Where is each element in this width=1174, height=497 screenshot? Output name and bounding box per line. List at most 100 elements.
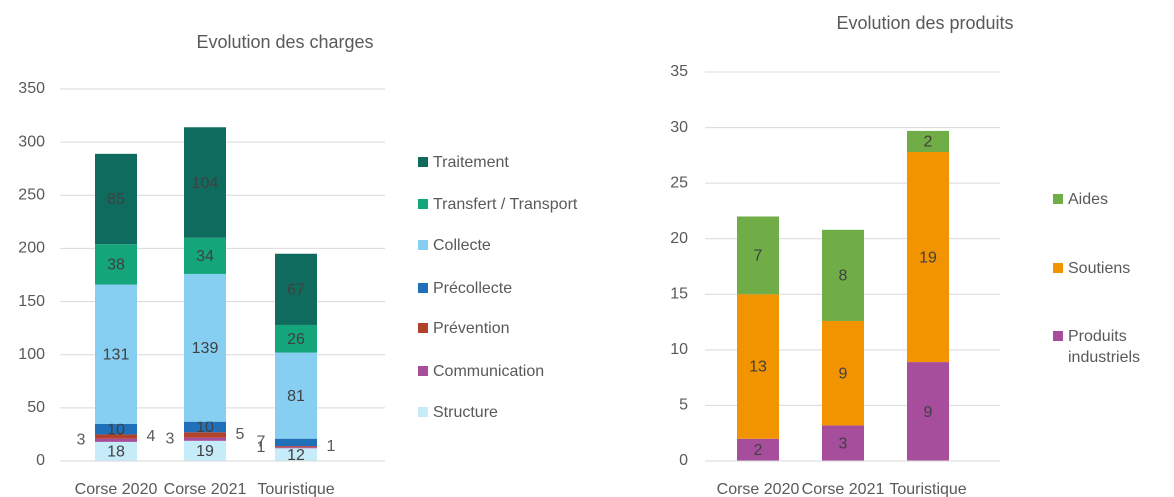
legend-item: Soutiens xyxy=(1053,258,1163,279)
bar-segment xyxy=(275,448,317,461)
bar-segment xyxy=(184,237,226,274)
bar-segment xyxy=(95,441,137,461)
legend-label: Traitement xyxy=(433,154,509,171)
legend-item: Traitement xyxy=(418,152,658,173)
y-tick-label: 35 xyxy=(670,63,688,80)
legend-item: Précollecte xyxy=(418,278,658,299)
bar-segment xyxy=(275,447,317,449)
bar-segment xyxy=(95,438,137,442)
y-tick-label: 0 xyxy=(679,452,688,469)
y-tick-label: 20 xyxy=(670,230,688,247)
legend-label: Produits industriels xyxy=(1068,328,1141,366)
bar-segment xyxy=(907,362,949,461)
bar-segment xyxy=(275,446,317,448)
legend-label: Aides xyxy=(1068,191,1109,208)
y-tick-label: 250 xyxy=(18,187,45,204)
legend-item: Transfert / Transport xyxy=(418,194,658,215)
data-label: 19 xyxy=(919,249,937,266)
legend-swatch xyxy=(418,283,428,293)
bar-segment xyxy=(822,425,864,461)
legend-item: Prévention xyxy=(418,318,658,339)
data-label: 7 xyxy=(257,434,266,451)
bar-segment xyxy=(275,324,317,353)
data-label: 10 xyxy=(107,421,125,438)
legend-item: Produits industriels xyxy=(1053,326,1163,368)
data-label: 1 xyxy=(257,439,266,456)
x-tick-label: Touristique xyxy=(889,481,966,497)
chart-title: Evolution des charges xyxy=(196,32,373,52)
legend-label: Prévention xyxy=(433,320,510,337)
data-label: 3 xyxy=(166,430,175,447)
data-label: 4 xyxy=(147,428,156,445)
data-label: 2 xyxy=(924,134,933,151)
bar-segment xyxy=(907,130,949,153)
legend-label: Structure xyxy=(433,404,498,421)
bar-segment xyxy=(275,352,317,439)
y-tick-label: 0 xyxy=(36,452,45,469)
y-tick-label: 25 xyxy=(670,174,688,191)
legend-label: Précollecte xyxy=(433,280,513,297)
y-tick-label: 350 xyxy=(18,80,45,97)
legend-swatch xyxy=(1053,194,1063,204)
data-label: 12 xyxy=(287,447,305,464)
bar-segment xyxy=(275,438,317,447)
data-label: 67 xyxy=(287,282,305,299)
y-tick-label: 200 xyxy=(18,240,45,257)
bar-segment xyxy=(737,216,779,295)
x-tick-label: Corse 2020 xyxy=(75,481,158,497)
legend-swatch xyxy=(418,240,428,250)
bar-segment xyxy=(184,440,226,461)
data-label: 38 xyxy=(107,257,125,274)
y-tick-label: 300 xyxy=(18,133,45,150)
data-label: 2 xyxy=(754,442,763,459)
data-label: 139 xyxy=(192,340,219,357)
data-label: 13 xyxy=(749,359,767,376)
bar-segment xyxy=(95,153,137,245)
bar-segment xyxy=(822,320,864,426)
data-label: 131 xyxy=(103,346,130,363)
bar-segment xyxy=(184,421,226,433)
x-tick-label: Corse 2021 xyxy=(802,481,885,497)
data-label: 3 xyxy=(77,431,86,448)
data-label: 10 xyxy=(196,419,214,436)
x-tick-label: Corse 2021 xyxy=(164,481,247,497)
bar-segment xyxy=(184,437,226,441)
data-label: 26 xyxy=(287,331,305,348)
legend-item: Aides xyxy=(1053,189,1163,210)
y-tick-label: 30 xyxy=(670,119,688,136)
data-label: 19 xyxy=(196,443,214,460)
legend-item: Structure xyxy=(418,402,658,423)
x-tick-label: Corse 2020 xyxy=(717,481,800,497)
bar-segment xyxy=(184,127,226,238)
y-tick-label: 15 xyxy=(670,286,688,303)
bar-segment xyxy=(95,434,137,439)
data-label: 9 xyxy=(839,365,848,382)
data-label: 9 xyxy=(924,404,933,421)
bar-segment xyxy=(275,253,317,325)
bar-segment xyxy=(737,438,779,461)
legend-swatch xyxy=(1053,331,1063,341)
data-label: 81 xyxy=(287,388,305,405)
legend-swatch xyxy=(1053,263,1063,273)
legend-label: Soutiens xyxy=(1068,260,1131,277)
legend-swatch xyxy=(418,407,428,417)
bar-segment xyxy=(184,273,226,422)
bar-segment xyxy=(737,294,779,439)
data-label: 8 xyxy=(839,268,848,285)
chart-title: Evolution des produits xyxy=(836,13,1013,33)
legend-label: Communication xyxy=(433,363,545,380)
bar-segment xyxy=(95,284,137,424)
legend-swatch xyxy=(418,199,428,209)
data-label: 1 xyxy=(327,438,336,455)
y-tick-label: 10 xyxy=(670,341,688,358)
bar-segment xyxy=(95,423,137,435)
bar-segment xyxy=(822,229,864,321)
x-tick-label: Touristique xyxy=(257,481,334,497)
data-label: 5 xyxy=(236,426,245,443)
legend-label: Transfert / Transport xyxy=(433,196,578,213)
data-label: 3 xyxy=(839,435,848,452)
data-label: 7 xyxy=(754,248,763,265)
data-label: 18 xyxy=(107,444,125,461)
